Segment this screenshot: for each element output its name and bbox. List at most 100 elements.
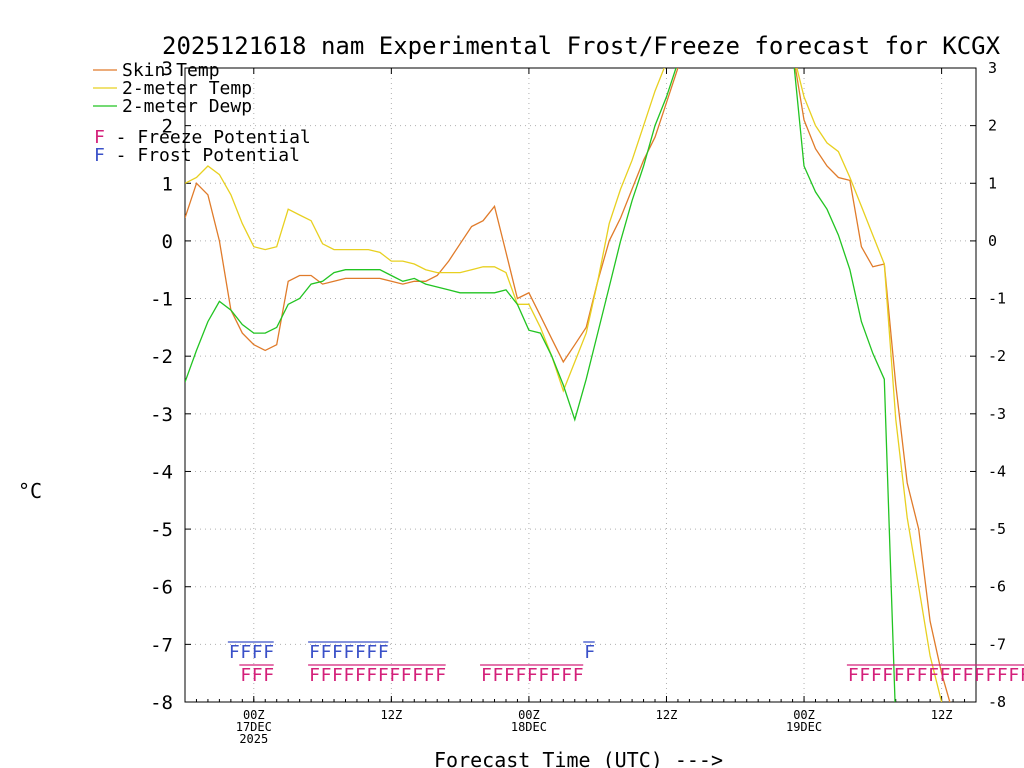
freeze-marker: F [343, 665, 354, 686]
y-tick-label-left: -3 [150, 404, 173, 426]
freeze-marker: F [378, 665, 389, 686]
series-line-skin-temp [185, 68, 951, 702]
y-tick-label-right: -7 [988, 635, 1006, 653]
y-tick-label-left: -6 [150, 577, 173, 599]
freeze-marker: F [389, 665, 400, 686]
y-tick-label-right: -3 [988, 405, 1006, 423]
freeze-marker: F [424, 665, 435, 686]
y-tick-label-right: 3 [988, 59, 997, 77]
x-tick-label: 18DEC [511, 720, 547, 734]
potential-legend-entry: F - Freeze Potential [94, 127, 311, 148]
series-line-2-meter-dewp [185, 68, 896, 702]
y-tick-label-right: -6 [988, 578, 1006, 596]
freeze-marker: F [252, 665, 263, 686]
frost-marker: F [309, 642, 320, 663]
freeze-marker: F [871, 665, 882, 686]
freeze-marker: F [951, 665, 962, 686]
freeze-marker: F [481, 665, 492, 686]
freeze-marker: F [928, 665, 939, 686]
freeze-marker: F [515, 665, 526, 686]
frost-marker: F [366, 642, 377, 663]
x-tick-label: 17DEC [236, 720, 272, 734]
potential-legend-entry: F - Frost Potential [94, 145, 300, 166]
freeze-marker: F [550, 665, 561, 686]
freeze-marker: F [263, 665, 274, 686]
freeze-marker: F [321, 665, 332, 686]
freeze-marker: F [401, 665, 412, 686]
freeze-marker: F [917, 665, 928, 686]
y-tick-label-right: 0 [988, 232, 997, 250]
legend-label: 2-meter Dewp [122, 96, 252, 117]
frost-marker: F [378, 642, 389, 663]
y-tick-label-left: -8 [150, 692, 173, 714]
x-tick-label: 12Z [381, 708, 403, 722]
y-tick-label-left: -4 [150, 461, 173, 483]
freeze-marker: F [309, 665, 320, 686]
series-line-2-meter-temp [185, 68, 943, 702]
freeze-marker: F [573, 665, 584, 686]
freeze-marker: F [848, 665, 859, 686]
frost-marker: F [321, 642, 332, 663]
freeze-marker: F [940, 665, 951, 686]
x-tick-label: 00Z [243, 708, 265, 722]
y-tick-label-right: -5 [988, 520, 1006, 538]
y-tick-label-right: -2 [988, 347, 1006, 365]
y-axis-ticks: -8 -8 -7 -7 -6 -6 -5 -5 -4 -4 -3 -3 -2 -2 -1 -1 0 0 1 1 2 2 3 3 [150, 58, 1006, 714]
frost-marker: F [252, 642, 263, 663]
frost-marker: F [240, 642, 251, 663]
plot-frame [184, 67, 977, 703]
freeze-marker: F [974, 665, 985, 686]
frost-marker: F [263, 642, 274, 663]
frost-marker: F [229, 642, 240, 663]
freeze-marker: F [997, 665, 1008, 686]
x-axis-label: Forecast Time (UTC) ---> [434, 748, 723, 768]
freeze-marker: F [493, 665, 504, 686]
frost-marker: F [332, 642, 343, 663]
x-tick-label: 00Z [793, 708, 815, 722]
y-tick-label-left: 2 [162, 116, 173, 138]
y-tick-label-left: 3 [162, 58, 173, 80]
y-tick-label-left: -1 [150, 289, 173, 311]
x-tick-label: 12Z [656, 708, 678, 722]
freeze-marker: F [894, 665, 905, 686]
x-tick-label: 19DEC [786, 720, 822, 734]
freeze-marker: F [240, 665, 251, 686]
x-tick-label: 12Z [931, 708, 953, 722]
y-tick-label-right: 2 [988, 117, 997, 135]
freeze-marker: F [355, 665, 366, 686]
chart-title: 2025121618 nam Experimental Frost/Freeze… [162, 32, 1001, 60]
freeze-marker: F [963, 665, 974, 686]
freeze-marker: F [985, 665, 996, 686]
x-tick-label: 00Z [518, 708, 540, 722]
y-tick-label-left: 1 [162, 173, 173, 195]
y-axis-label: °C [18, 479, 42, 503]
potential-markers: F F F F F F F F F F F FF F F F F F F F F F F F F F F F F F F F F F F F F F F F… [227, 641, 1024, 686]
freeze-marker: F [332, 665, 343, 686]
series-lines [185, 68, 951, 702]
legend-label: Skin Temp [122, 60, 220, 81]
freeze-marker: F [538, 665, 549, 686]
freeze-marker: F [561, 665, 572, 686]
freeze-marker: F [435, 665, 446, 686]
frost-marker: F [584, 642, 595, 663]
y-tick-label-right: -8 [988, 693, 1006, 711]
grid-lines [185, 68, 976, 702]
x-tick-label: 2025 [239, 732, 268, 746]
freeze-marker: F [504, 665, 515, 686]
freeze-marker: F [905, 665, 916, 686]
y-tick-label-left: -2 [150, 346, 173, 368]
y-tick-label-right: 1 [988, 174, 997, 192]
freeze-marker: F [412, 665, 423, 686]
frost-marker: F [355, 642, 366, 663]
frost-marker: F [343, 642, 354, 663]
freeze-marker: F [882, 665, 893, 686]
freeze-marker: F [527, 665, 538, 686]
legend-label: 2-meter Temp [122, 78, 252, 99]
y-tick-label-right: -4 [988, 462, 1006, 480]
y-tick-label-right: -1 [988, 290, 1006, 308]
freeze-marker: F [366, 665, 377, 686]
freeze-marker: F [1008, 665, 1019, 686]
